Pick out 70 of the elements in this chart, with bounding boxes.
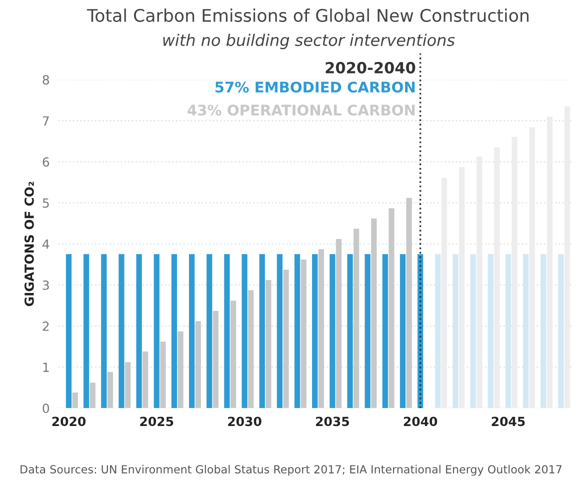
y-tick-label: 4 [42, 240, 50, 249]
bar [406, 198, 412, 408]
bar [330, 254, 336, 408]
y-tick-label: 7 [42, 116, 49, 126]
bar [276, 254, 283, 408]
bar [354, 228, 360, 408]
bar [294, 254, 300, 408]
bar [206, 254, 212, 408]
bar [558, 254, 564, 408]
bar [160, 342, 166, 408]
bar [336, 238, 342, 408]
y-tick-label: 1 [43, 362, 49, 372]
bar [136, 254, 142, 408]
y-tick-label: 5 [42, 198, 49, 208]
chart-subtitle: with no building sector interventions [163, 34, 455, 50]
bar [195, 321, 201, 408]
bar [188, 254, 195, 408]
bar [242, 254, 248, 408]
bar [142, 351, 148, 408]
bar [90, 382, 96, 408]
bar [248, 290, 254, 408]
chart-title: Total Carbon Emissions of Global New Construction [86, 8, 528, 22]
bar [72, 392, 78, 408]
text: 57% EMBODIED CARBON [215, 82, 415, 93]
bar [388, 208, 394, 408]
bar [300, 260, 306, 408]
y-tick-label: 2 [42, 321, 49, 331]
text: Data Sources: UN Environment Global Status Report 2017; EIA International Energy Outlook 2017 [20, 464, 562, 476]
bar [347, 254, 353, 408]
bar [230, 300, 236, 408]
bar [505, 254, 512, 408]
bar [125, 362, 131, 408]
y-axis-title: GIGATONS OF CO₂ [24, 182, 34, 306]
bar [452, 254, 458, 408]
bar [259, 254, 265, 408]
bar [66, 254, 72, 408]
bar [154, 254, 160, 408]
bar [224, 254, 230, 408]
text: 2020-2040 [326, 62, 416, 74]
bar [371, 218, 377, 408]
y-tick-label: 8 [42, 75, 50, 85]
bar [84, 254, 90, 408]
bar [382, 254, 388, 408]
bar [400, 254, 406, 408]
bar [540, 254, 546, 408]
x-tick-label: 2030 [228, 416, 262, 426]
bar [171, 254, 178, 408]
bar [212, 310, 219, 408]
bar [101, 254, 107, 408]
y-tick-label: 3 [42, 280, 49, 290]
x-tick-label: 2025 [140, 416, 174, 426]
bar [107, 372, 114, 408]
bar [470, 254, 476, 408]
bar [283, 270, 289, 408]
x-tick-label: 2045 [492, 416, 525, 426]
bar [118, 254, 124, 408]
x-tick-label: 2040 [404, 416, 438, 426]
bar [459, 167, 465, 408]
x-tick-label: 2020 [52, 416, 86, 426]
bar [312, 254, 318, 408]
bar [488, 254, 494, 408]
bar [435, 254, 441, 408]
y-tick-label: 6 [42, 157, 50, 167]
bar [522, 254, 529, 408]
x-tick-label: 2035 [316, 416, 349, 426]
y-tick-label: 0 [42, 404, 50, 414]
bar [318, 249, 324, 408]
bar [364, 254, 370, 408]
bar [266, 280, 272, 408]
bar [178, 331, 184, 408]
